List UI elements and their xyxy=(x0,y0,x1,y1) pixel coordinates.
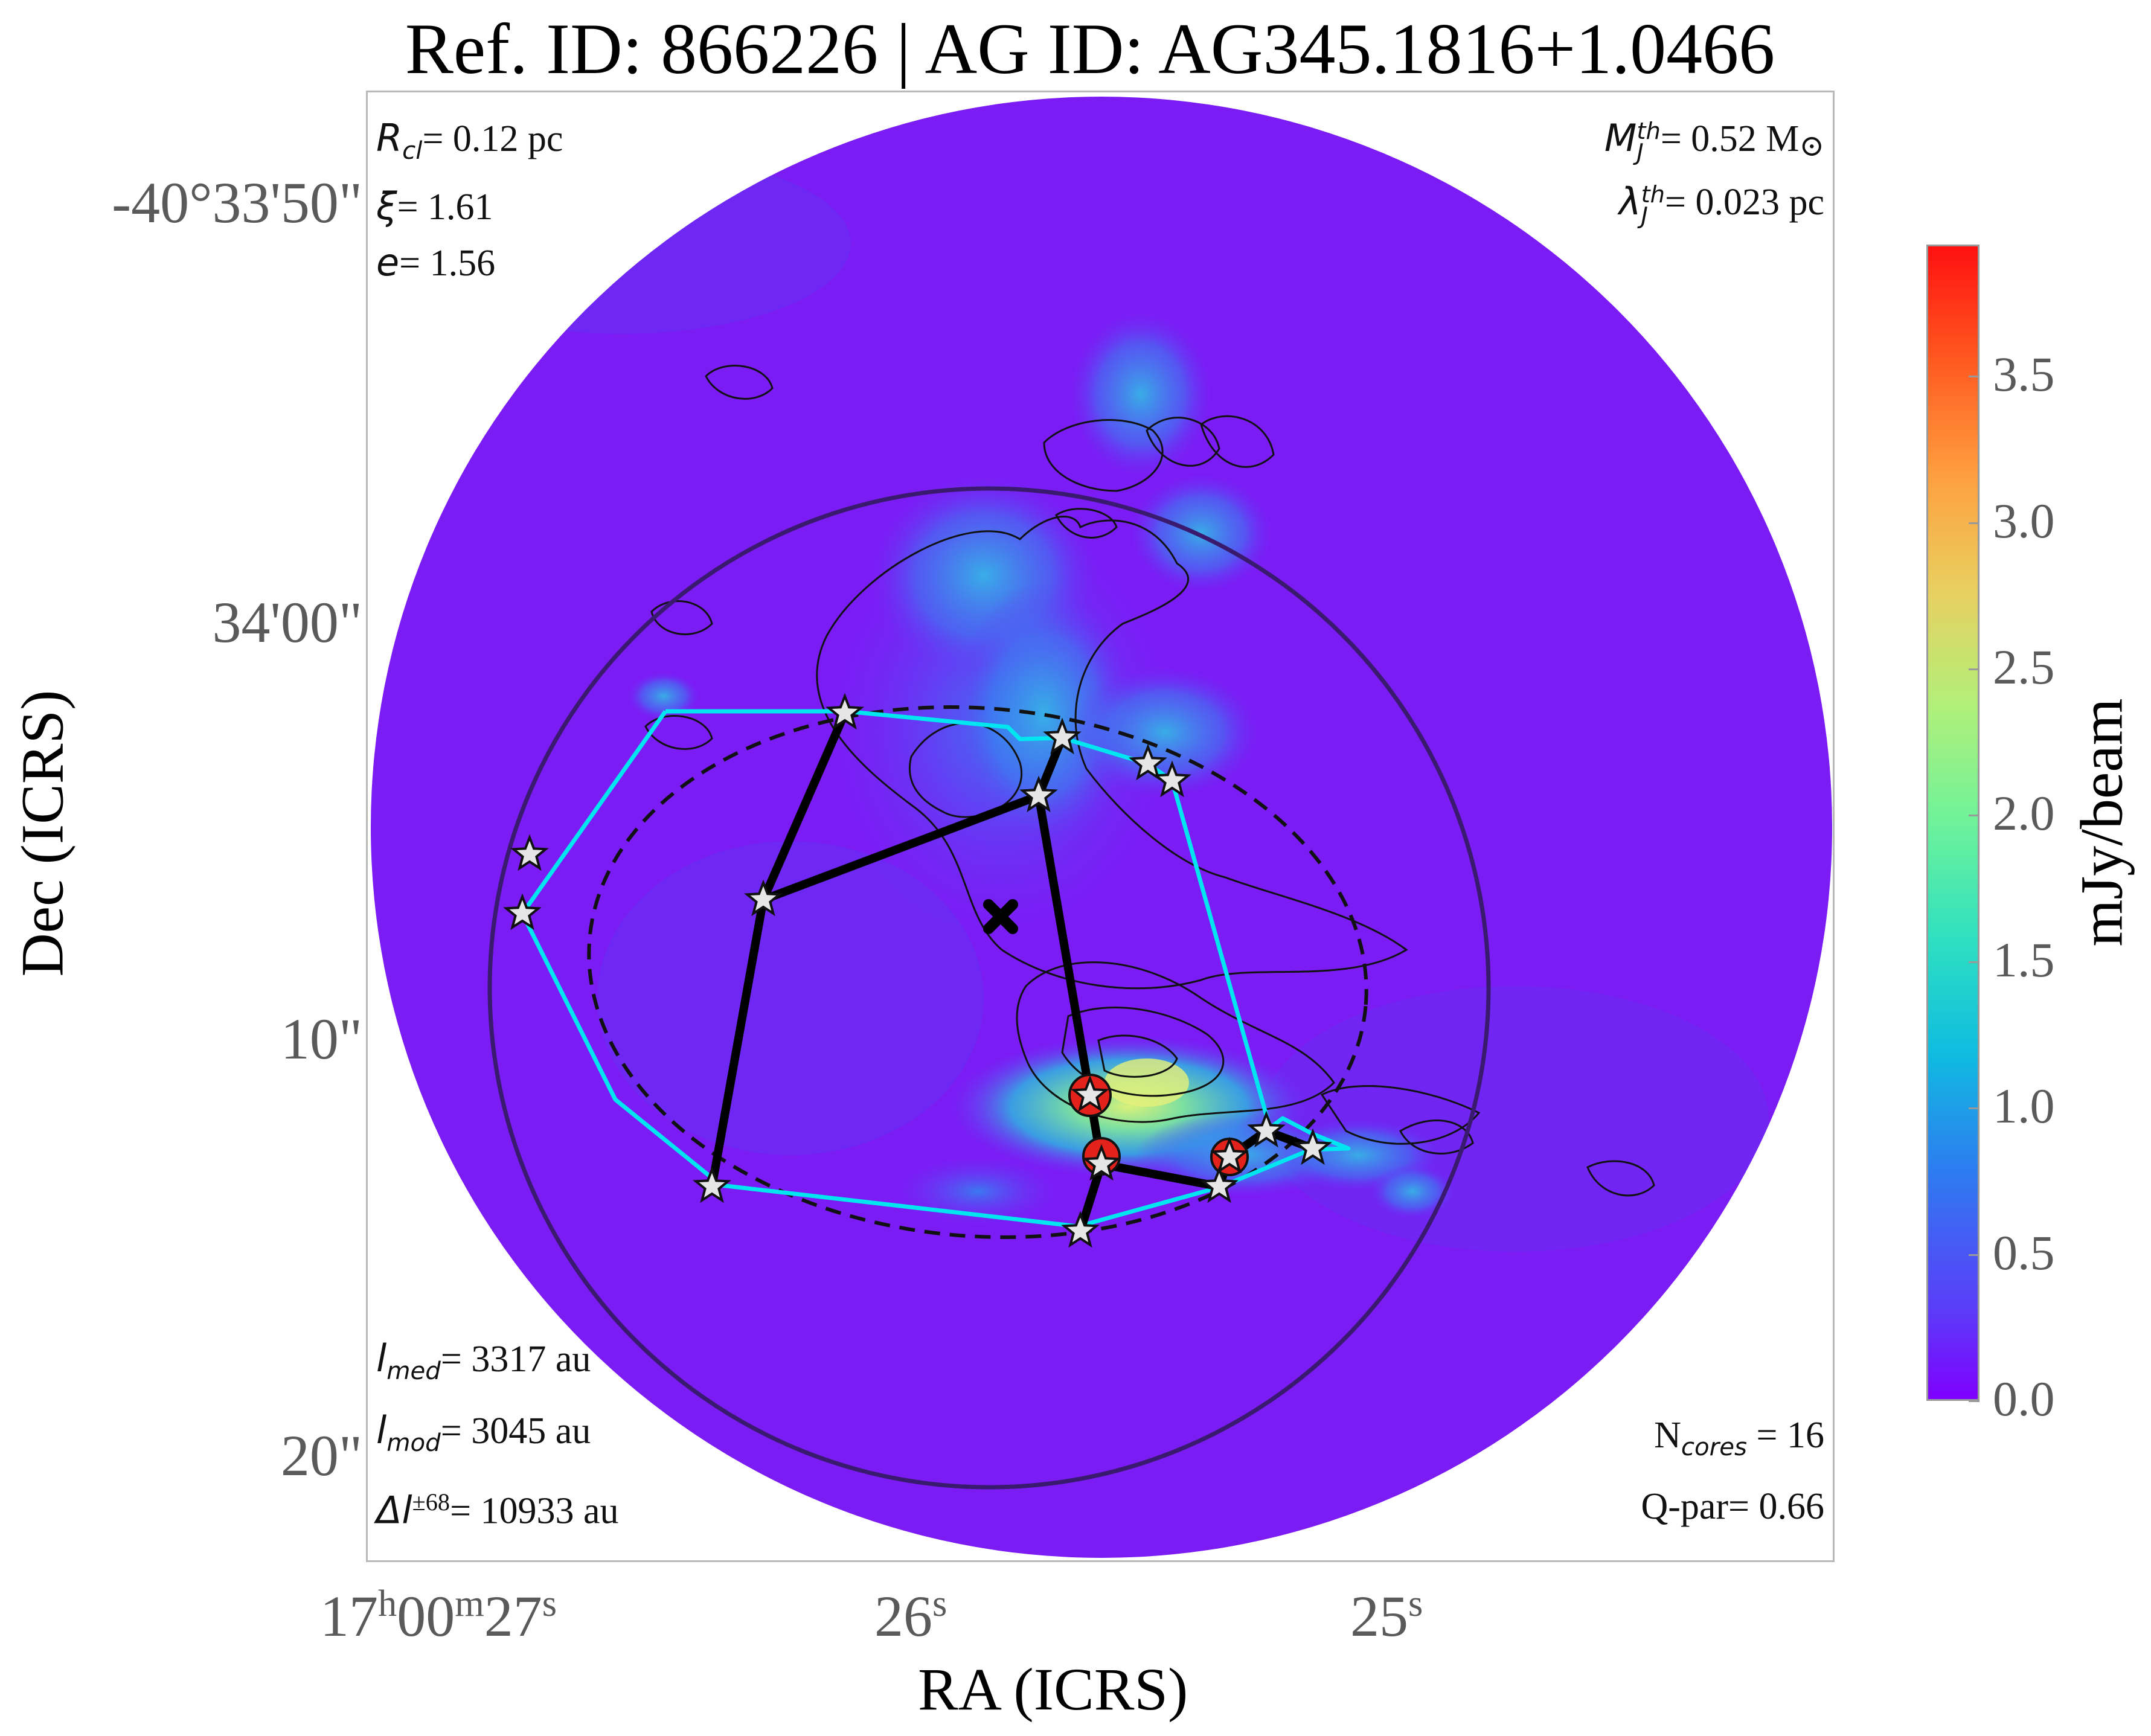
solar-mass-symbol: ⊙ xyxy=(1799,129,1824,162)
colorbar-label: mJy/beam xyxy=(2068,698,2135,947)
lj-value: = 0.023 pc xyxy=(1665,182,1824,223)
lmod-symbol: l xyxy=(376,1408,387,1452)
colorbar-tick-mark xyxy=(1969,815,1979,817)
mj-value: = 0.52 M xyxy=(1660,118,1800,159)
image-panel: Rcl= 0.12 pc ξ= 1.61 e= 1.56 Mth J = 0.52 … xyxy=(366,91,1835,1562)
map-svg xyxy=(371,97,1832,1558)
fitted-ellipse xyxy=(587,705,1368,1239)
colorbar-tick-label: 2.5 xyxy=(1993,639,2055,694)
core-star xyxy=(1019,775,1058,813)
core-star xyxy=(1200,1166,1239,1203)
ncores-value: = 16 xyxy=(1747,1414,1824,1456)
core-star xyxy=(1071,1075,1109,1112)
colorbar-tick-label: 3.0 xyxy=(1993,493,2055,548)
figure-title: Ref. ID: 866226 | AG ID: AG345.1816+1.04… xyxy=(405,8,1775,89)
colorbar-tick-mark xyxy=(1969,1254,1979,1256)
contour-lines xyxy=(644,365,1655,1197)
core-star xyxy=(503,893,542,930)
x-axis-label: RA (ICRS) xyxy=(918,1656,1188,1723)
mj-subscript: J xyxy=(1636,138,1644,166)
emission-layer xyxy=(392,153,1769,1252)
lmed-symbol: l xyxy=(376,1336,387,1380)
core-star xyxy=(1129,743,1167,781)
colorbar xyxy=(1926,245,1979,1401)
lmed-subscript: med xyxy=(386,1356,441,1385)
mj-superscript: th xyxy=(1636,118,1661,146)
core-star xyxy=(1247,1110,1286,1148)
y-axis-label: Dec (ICRS) xyxy=(8,690,76,977)
ncores-subscript: cores xyxy=(1681,1433,1748,1461)
colorbar-tick-label: 0.0 xyxy=(1993,1371,2055,1426)
r-value: = 0.12 pc xyxy=(422,118,563,159)
xtick-label: 25s xyxy=(1350,1583,1423,1648)
clump-center-marker xyxy=(983,899,1018,934)
r-subscript: cl xyxy=(402,136,423,165)
ytick-label: 10" xyxy=(280,1007,362,1071)
lj-symbol: λ xyxy=(1618,179,1641,223)
xtick-label: 26s xyxy=(874,1583,947,1648)
colorbar-tick-mark xyxy=(1969,1107,1979,1110)
core-star xyxy=(1082,1144,1121,1181)
colorbar-tick-mark xyxy=(1969,668,1979,670)
colorbar-tick-label: 0.5 xyxy=(1993,1225,2055,1280)
info-top-left: Rcl= 0.12 pc ξ= 1.61 e= 1.56 xyxy=(376,111,563,291)
colorbar-tick-label: 1.5 xyxy=(1993,932,2055,987)
mj-symbol: M xyxy=(1604,116,1637,160)
ytick-label: -40°33'50" xyxy=(112,170,362,235)
colorbar-tick-mark xyxy=(1969,522,1979,524)
ytick-label: 34'00" xyxy=(212,590,362,655)
xtick-label: 17h00m27s xyxy=(320,1583,557,1648)
core-star xyxy=(1210,1136,1249,1174)
clump-circle xyxy=(487,486,1491,1490)
core-star xyxy=(1043,717,1082,755)
e-value: = 1.56 xyxy=(399,243,496,284)
delta-l-value: = 10933 au xyxy=(450,1491,619,1532)
lmed-value: = 3317 au xyxy=(440,1338,591,1380)
colorbar-tick-label: 1.0 xyxy=(1993,1078,2055,1134)
info-top-right: Mth J = 0.52 M⊙ λth J = 0.023 pc xyxy=(1604,111,1824,230)
core-star xyxy=(825,693,864,730)
core-markers xyxy=(503,693,1332,1248)
ncores-symbol: N xyxy=(1654,1414,1681,1456)
colorbar-tick-mark xyxy=(1969,1400,1979,1402)
core-star xyxy=(1293,1128,1332,1165)
info-bottom-right: Ncores = 16 Q-par= 0.66 xyxy=(1641,1406,1824,1536)
core-star xyxy=(1153,760,1191,798)
convex-hull xyxy=(520,709,1351,1229)
info-bottom-left: lmed= 3317 au lmod= 3045 au Δl±68= 10933… xyxy=(376,1329,619,1541)
colorbar-tick-label: 3.5 xyxy=(1993,347,2055,402)
xi-symbol: ξ xyxy=(376,184,397,229)
lmod-subscript: mod xyxy=(386,1429,441,1458)
lj-superscript: th xyxy=(1641,181,1665,209)
ytick-label: 20" xyxy=(280,1423,362,1488)
core-star xyxy=(693,1166,731,1203)
xi-value: = 1.61 xyxy=(397,187,493,228)
core-star xyxy=(744,879,783,917)
core-star xyxy=(1061,1211,1100,1248)
q-parameter: Q-par= 0.66 xyxy=(1641,1486,1824,1527)
lmod-value: = 3045 au xyxy=(440,1410,591,1452)
delta-l-symbol: Δl xyxy=(376,1488,412,1533)
delta-l-superscript: ±68 xyxy=(412,1488,450,1516)
r-symbol: R xyxy=(376,116,403,160)
colorbar-tick-mark xyxy=(1969,961,1979,963)
lj-subscript: J xyxy=(1641,202,1648,229)
core-star xyxy=(510,834,549,871)
colorbar-tick-mark xyxy=(1969,376,1979,378)
e-symbol: e xyxy=(376,240,400,285)
colorbar-tick-label: 2.0 xyxy=(1993,786,2055,841)
